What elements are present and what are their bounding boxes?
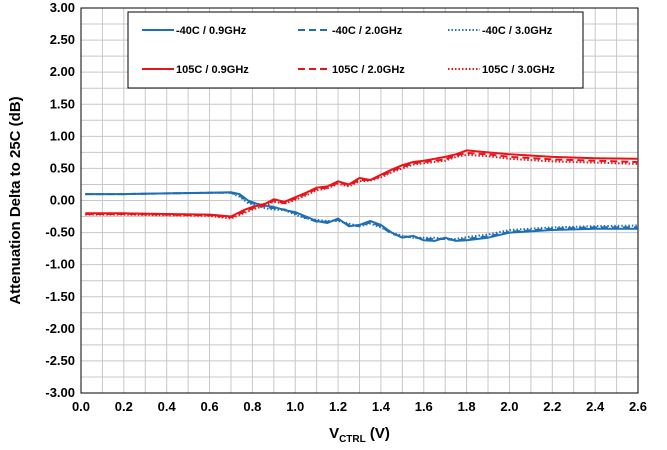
- y-tick-label: 3.00: [50, 0, 75, 15]
- y-tick-label: -0.50: [45, 225, 75, 240]
- legend: -40C / 0.9GHz -40C / 2.0GHz -40C / 3.0GHz 1…: [127, 11, 584, 89]
- series-layer: [85, 149, 639, 242]
- y-axis-title: Attenuation Delta to 25C (dB): [7, 96, 24, 304]
- y-tick-label: 1.50: [50, 96, 75, 111]
- series-line-2: [85, 191, 638, 242]
- x-tick-label: 0.0: [72, 399, 90, 414]
- y-tick-label: -1.50: [45, 289, 75, 304]
- series-line-3: [85, 191, 639, 240]
- x-tick-label: 0.4: [158, 399, 177, 414]
- x-tick-label: 1.8: [458, 399, 476, 414]
- series-line-6: [85, 153, 639, 220]
- x-tick-label: 1.2: [329, 399, 347, 414]
- y-tick-label: 0.50: [50, 160, 75, 175]
- legend-label: 105C / 0.9GHz: [176, 64, 249, 76]
- y-tick-label: 2.00: [50, 64, 75, 79]
- x-tick-label: 0.8: [243, 399, 261, 414]
- x-tick-label: 1.6: [415, 399, 433, 414]
- x-tick-label: 2.0: [500, 399, 518, 414]
- series-line-1: [85, 191, 638, 242]
- y-tick-label: -2.00: [45, 321, 75, 336]
- series-line-4: [85, 149, 639, 218]
- x-tick-label: 0.6: [200, 399, 218, 414]
- legend-label: 105C / 2.0GHz: [332, 64, 405, 76]
- legend-box: [127, 11, 584, 89]
- x-tick-label: 1.0: [286, 399, 304, 414]
- x-axis-title: VCTRL (V): [329, 425, 390, 445]
- x-axis-title-main: V: [329, 425, 339, 442]
- x-tick-label: 2.2: [543, 399, 561, 414]
- y-tick-label: 0.00: [50, 193, 75, 208]
- x-tick-label: 0.2: [115, 399, 133, 414]
- series-line-5: [85, 152, 639, 219]
- y-tick-label: -2.50: [45, 353, 75, 368]
- legend-label: -40C / 3.0GHz: [482, 25, 553, 37]
- legend-label: 105C / 3.0GHz: [482, 64, 555, 76]
- x-axis-title-unit: (V): [366, 425, 390, 442]
- x-tick-label: 2.6: [629, 399, 647, 414]
- legend-label: -40C / 2.0GHz: [332, 25, 403, 37]
- y-tick-label: -3.00: [45, 385, 75, 400]
- tick-labels: 0.0 0.2 0.4 0.6 0.8 1.0 1.2 1.4 1.6 1.8 2.0 2.2 2.4 2…: [45, 0, 647, 414]
- y-tick-label: -1.00: [45, 257, 75, 272]
- y-tick-label: 1.00: [50, 128, 75, 143]
- x-axis-title-sub: CTRL: [339, 434, 366, 445]
- y-tick-label: 2.50: [50, 32, 75, 47]
- plot-frame: [80, 7, 639, 394]
- x-tick-label: 2.4: [586, 399, 605, 414]
- x-tick-label: 1.4: [372, 399, 391, 414]
- legend-label: -40C / 0.9GHz: [176, 25, 247, 37]
